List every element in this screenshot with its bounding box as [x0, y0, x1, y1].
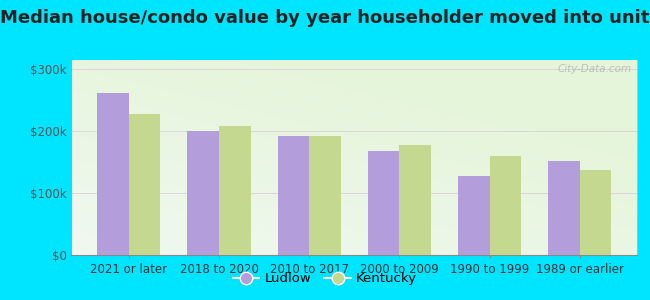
Bar	[98, 93, 129, 255]
Bar	[489, 156, 521, 255]
Bar	[309, 136, 341, 255]
Bar	[368, 151, 399, 255]
Bar	[129, 114, 161, 255]
Bar	[548, 161, 580, 255]
Bar	[458, 176, 489, 255]
Text: City-Data.com: City-Data.com	[557, 64, 631, 74]
Bar	[219, 126, 250, 255]
Bar	[187, 131, 219, 255]
Bar	[399, 145, 431, 255]
Legend: Ludlow, Kentucky: Ludlow, Kentucky	[227, 267, 422, 290]
Bar	[580, 170, 611, 255]
Bar	[278, 136, 309, 255]
Text: Median house/condo value by year householder moved into unit: Median house/condo value by year househo…	[0, 9, 650, 27]
